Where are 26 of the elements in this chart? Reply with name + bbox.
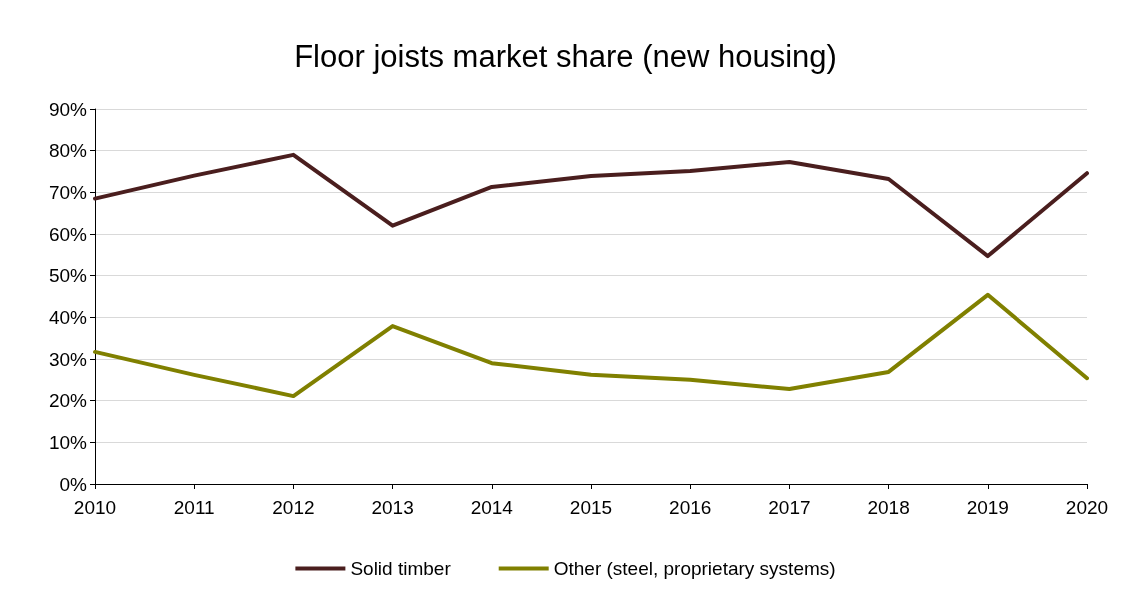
y-tick-label: 30% <box>48 348 88 370</box>
y-tick-label: 20% <box>48 390 88 412</box>
y-tick-label: 90% <box>48 98 88 120</box>
y-tick-label: 80% <box>48 140 88 162</box>
x-tick-label: 2012 <box>272 497 315 518</box>
x-tick-label: 2018 <box>867 497 910 518</box>
x-tick-label: 2011 <box>173 497 215 518</box>
line-series <box>93 292 1089 399</box>
y-tick-label: 10% <box>48 431 88 453</box>
x-tick-label: 2020 <box>1065 497 1109 518</box>
x-tick-label: 2014 <box>470 497 514 518</box>
x-tick-label: 2017 <box>768 497 811 518</box>
x-tick-label: 2016 <box>669 497 712 518</box>
y-tick-label: 70% <box>48 181 88 203</box>
line-series <box>93 152 1089 259</box>
legend-label: Solid timber <box>350 558 452 579</box>
x-tick-label: 2015 <box>569 497 613 518</box>
legend-label: Other (steel, proprietary systems) <box>553 558 836 579</box>
chart-title: Floor joists market share (new housing) <box>294 39 837 74</box>
y-tick-label: 0% <box>59 473 88 495</box>
x-tick-label: 2019 <box>966 497 1009 518</box>
x-tick-label: 2013 <box>371 497 414 518</box>
y-tick-label: 50% <box>48 265 88 287</box>
x-tick-label: 2010 <box>73 497 117 518</box>
y-tick-label: 60% <box>48 223 88 245</box>
y-tick-label: 40% <box>48 306 88 328</box>
